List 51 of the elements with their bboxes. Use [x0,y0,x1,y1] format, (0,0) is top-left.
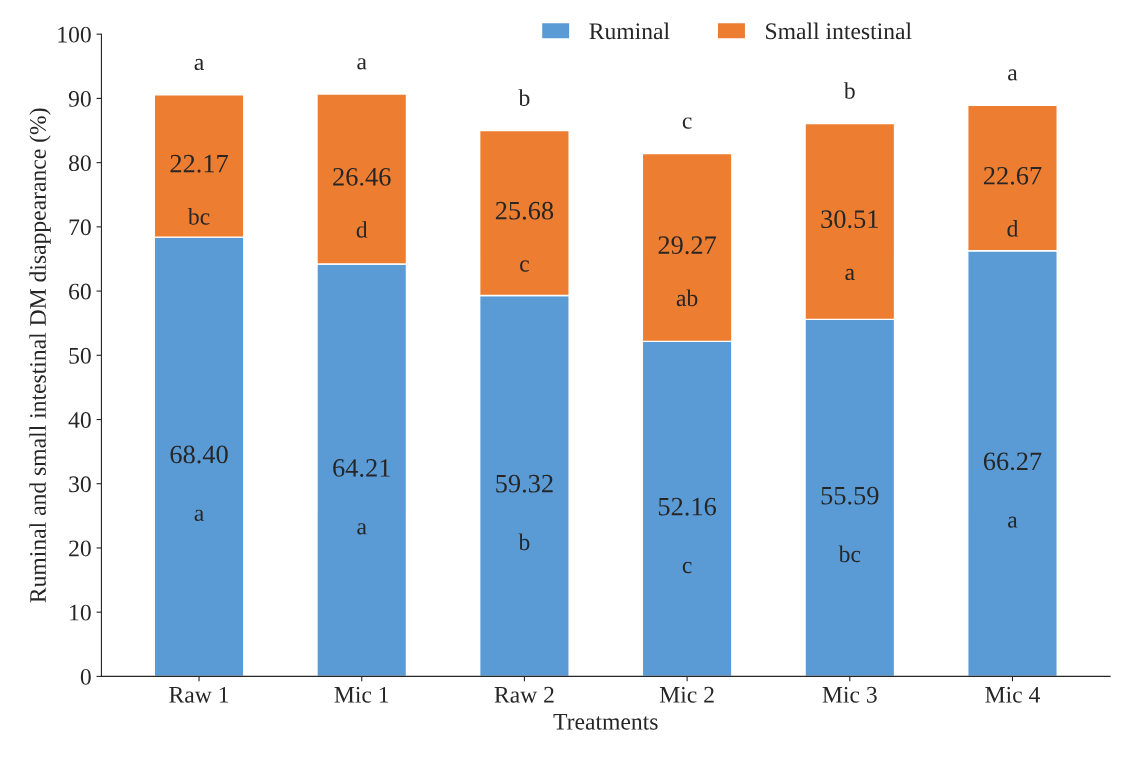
data-label: 66.27 [983,452,1042,471]
data-label: 25.68 [495,201,554,220]
annotation: bc [187,208,210,225]
y-tick-label: 50 [69,347,91,364]
data-label: 30.51 [821,210,878,229]
data-label: 26.46 [333,167,391,186]
data-label: 22.67 [983,166,1042,185]
y-tick-label: 100 [58,26,91,43]
y-tick-label: 0 [80,668,91,685]
annotation: a [194,58,204,71]
x-tick-label: Mic 1 [334,686,389,703]
annotation: d [1007,220,1019,237]
annotation: b [518,89,530,106]
y-tick-label: 80 [69,155,91,172]
legend-label: Small intestinal [766,22,912,40]
y-tick-label: 30 [69,476,91,493]
data-label: 68.40 [170,445,228,464]
data-label: 64.21 [333,459,390,477]
x-tick-label: Mic 4 [985,686,1040,703]
annotation: d [356,221,368,238]
legend-label: Ruminal [589,22,670,40]
annotation: b [843,82,855,99]
y-tick-label: 70 [69,219,91,236]
data-label: 29.27 [658,236,717,255]
annotation: a [845,268,855,281]
x-tick-label: Mic 3 [822,686,877,703]
annotation: c [682,117,692,129]
y-tick-label: 60 [69,283,91,300]
annotation: a [194,509,204,522]
annotation: c [682,561,692,574]
data-label: 22.17 [170,154,228,173]
annotation: ab [676,289,698,307]
x-tick-label: Mic 2 [659,686,714,703]
data-label: 59.32 [496,474,553,493]
annotation: bc [838,545,861,563]
annotation: a [1008,516,1018,528]
data-label: 55.59 [821,486,879,505]
y-tick-label: 40 [68,412,91,428]
annotation: c [520,260,529,272]
y-tick-label: 20 [69,540,91,557]
annotation: a [357,523,367,535]
annotation: a [1008,69,1018,81]
y-tick-label: 10 [70,604,91,621]
data-label: 52.16 [658,497,717,516]
annotation: a [357,58,367,70]
y-tick-label: 90 [68,90,91,107]
x-axis-title: Treatments [553,714,658,730]
y-axis-title: Ruminal and small intestinal DM disappearance (%) [29,108,51,603]
x-tick-label: Raw 2 [494,686,554,703]
annotation: b [518,533,530,551]
x-tick-label: Raw 1 [169,686,229,703]
